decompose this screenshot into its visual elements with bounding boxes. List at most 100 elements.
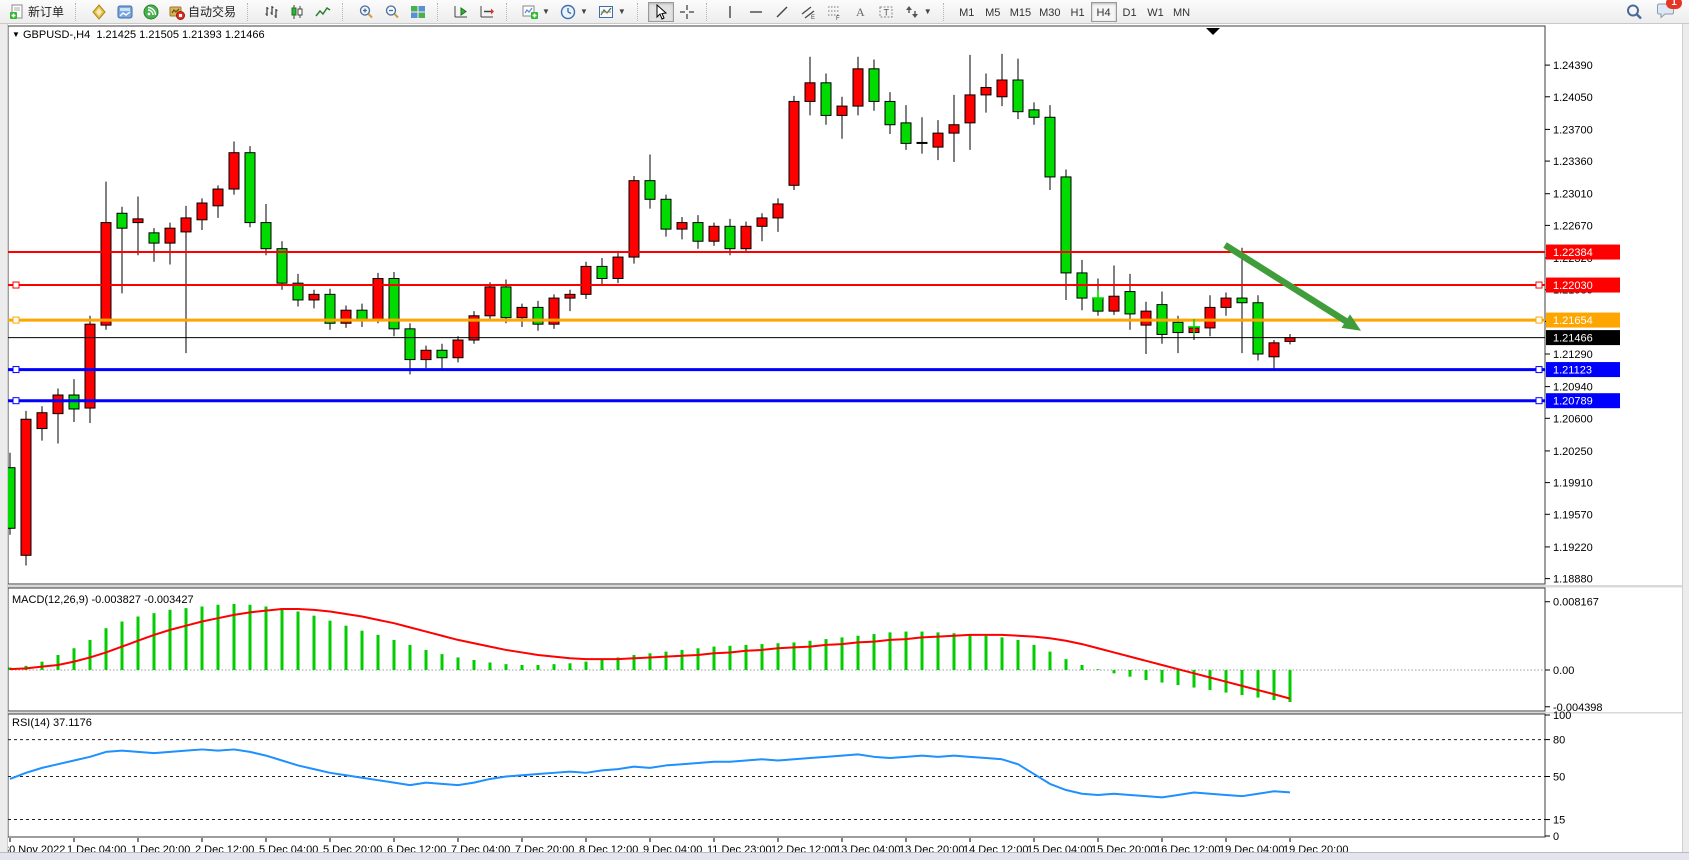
price-tick-label: 1.18880 bbox=[1553, 574, 1593, 586]
price-tick-label: 1.19220 bbox=[1553, 542, 1593, 554]
trendline-button[interactable] bbox=[769, 2, 795, 22]
separator bbox=[705, 2, 713, 21]
channel-button[interactable]: E bbox=[795, 2, 821, 22]
timeframe-button-m15[interactable]: M15 bbox=[1006, 2, 1035, 22]
bear-candle bbox=[388, 278, 400, 330]
horizontal-line-button[interactable] bbox=[743, 2, 769, 22]
price-badge-label: 1.21654 bbox=[1553, 315, 1593, 327]
bull-candle bbox=[1204, 306, 1216, 329]
charts-window-button[interactable] bbox=[112, 2, 138, 22]
time-tick-label: 7 Dec 20:00 bbox=[515, 844, 574, 852]
time-tick-label: 5 Dec 04:00 bbox=[259, 844, 318, 852]
bear-candle bbox=[1252, 302, 1264, 355]
price-badge bbox=[1546, 244, 1620, 260]
macd-axis-label: 0.00 bbox=[1553, 665, 1574, 677]
macd-axis-label: -0.004398 bbox=[1553, 702, 1603, 714]
bar-chart-button[interactable] bbox=[258, 2, 284, 22]
candlestick-button[interactable] bbox=[284, 2, 310, 22]
bear-candle bbox=[148, 232, 160, 244]
fibonacci-button[interactable]: F bbox=[821, 2, 847, 22]
tile-windows-button[interactable] bbox=[405, 2, 431, 22]
line-handle[interactable] bbox=[1535, 316, 1543, 324]
bull-candle bbox=[564, 293, 576, 299]
timeframe-button-m30[interactable]: M30 bbox=[1035, 2, 1064, 22]
auto-trading-label: 自动交易 bbox=[188, 5, 237, 19]
auto-scroll-button[interactable] bbox=[448, 2, 474, 22]
text-button[interactable]: A bbox=[847, 2, 873, 22]
timeframe-button-m1[interactable]: M1 bbox=[954, 2, 980, 22]
svg-text:E: E bbox=[811, 15, 815, 20]
trade-marker-cross-icon[interactable] bbox=[1092, 290, 1104, 307]
price-badge bbox=[1546, 312, 1620, 328]
trade-marker-cross-icon[interactable] bbox=[1188, 318, 1200, 335]
period-button[interactable]: ▼ bbox=[555, 2, 593, 22]
price-tick-label: 1.21290 bbox=[1553, 349, 1593, 361]
label-button[interactable]: T bbox=[873, 2, 899, 22]
symbol-period-label: GBPUSD-,H4 bbox=[22, 29, 91, 41]
line-handle[interactable] bbox=[12, 281, 20, 289]
search-icon[interactable] bbox=[1625, 3, 1643, 21]
timeframe-button-h4[interactable]: H4 bbox=[1090, 1, 1117, 22]
timeframe-group: M1 M5 M15 M30 H1 H4 D1 W1 MN bbox=[954, 1, 1195, 22]
zoom-in-button[interactable] bbox=[353, 2, 379, 22]
time-tick-label: 13 Dec 04:00 bbox=[835, 844, 900, 852]
time-tick-label: 14 Dec 12:00 bbox=[963, 844, 1028, 852]
vertical-line-button[interactable] bbox=[717, 2, 743, 22]
arr-shapes-button[interactable]: ▼ bbox=[899, 2, 937, 22]
bear-candle bbox=[660, 198, 672, 230]
symbol-dropdown-icon[interactable]: ▼ bbox=[12, 30, 20, 39]
panel-splitter[interactable] bbox=[0, 585, 1689, 588]
bull-candle bbox=[420, 349, 432, 361]
zoom-out-button[interactable] bbox=[379, 2, 405, 22]
time-tick-label: 6 Dec 12:00 bbox=[387, 844, 446, 852]
vertical-line-icon bbox=[722, 4, 738, 20]
timeframe-button-h1[interactable]: H1 bbox=[1065, 2, 1091, 22]
tile-windows-icon bbox=[410, 4, 426, 20]
bear-candle bbox=[436, 349, 448, 359]
chart-shift-marker-icon[interactable] bbox=[1206, 28, 1220, 35]
macd-axis-label: 0.008167 bbox=[1553, 597, 1599, 609]
bear-candle bbox=[724, 225, 736, 250]
timeframe-button-w1[interactable]: W1 bbox=[1143, 2, 1169, 22]
template-button[interactable]: ▼ bbox=[593, 2, 631, 22]
time-tick-label: 12 Dec 12:00 bbox=[771, 844, 836, 852]
candlestick-icon bbox=[289, 4, 305, 20]
mql5-signal-icon bbox=[143, 4, 159, 20]
separator bbox=[636, 2, 644, 21]
cursor-button[interactable] bbox=[647, 1, 674, 22]
timeframe-button-d1[interactable]: D1 bbox=[1117, 2, 1143, 22]
launcher-button[interactable] bbox=[86, 2, 112, 22]
timeframe-button-m5[interactable]: M5 bbox=[980, 2, 1006, 22]
line-handle[interactable] bbox=[1535, 397, 1543, 405]
panel-splitter[interactable] bbox=[0, 712, 1689, 714]
bull-candle bbox=[548, 297, 560, 325]
chart-title[interactable]: ▼ GBPUSD-,H4 1.21425 1.21505 1.21393 1.2… bbox=[12, 29, 265, 41]
line-handle[interactable] bbox=[12, 316, 20, 324]
time-tick-label: 2 Dec 12:00 bbox=[195, 844, 254, 852]
separator bbox=[437, 2, 444, 21]
timeframe-button-mn[interactable]: MN bbox=[1169, 2, 1195, 22]
bull-candle bbox=[484, 286, 496, 317]
chart-canvas[interactable]: 1.24390 1.24050 1.23700 1.23360 1.23010 1.226… bbox=[0, 24, 1689, 852]
line-handle[interactable] bbox=[12, 397, 20, 405]
notifications-button[interactable]: 1 bbox=[1657, 0, 1682, 24]
down-arrow-annotation[interactable] bbox=[1223, 242, 1361, 331]
chevron-down-icon: ▼ bbox=[617, 7, 626, 16]
auto-trading-button[interactable]: 自动交易 bbox=[164, 2, 241, 22]
line-handle[interactable] bbox=[1535, 281, 1543, 289]
new-order-button[interactable]: 新订单 bbox=[4, 2, 69, 22]
line-handle[interactable] bbox=[1535, 366, 1543, 374]
line-handle[interactable] bbox=[12, 366, 20, 374]
chart-shift-button[interactable] bbox=[474, 2, 500, 22]
svg-text:F: F bbox=[836, 16, 840, 20]
mql5-community-button[interactable] bbox=[138, 2, 164, 22]
window-bottom-border bbox=[0, 852, 1689, 860]
zoom-out-icon bbox=[384, 4, 400, 20]
new-chart-button[interactable]: ▼ bbox=[517, 2, 555, 22]
separator bbox=[506, 2, 513, 21]
line-chart-button[interactable] bbox=[310, 2, 336, 22]
zoom-in-icon bbox=[358, 4, 374, 20]
crosshair-button[interactable] bbox=[674, 2, 700, 22]
price-badge-label: 1.22030 bbox=[1553, 280, 1593, 292]
bear-candle bbox=[1060, 176, 1072, 274]
